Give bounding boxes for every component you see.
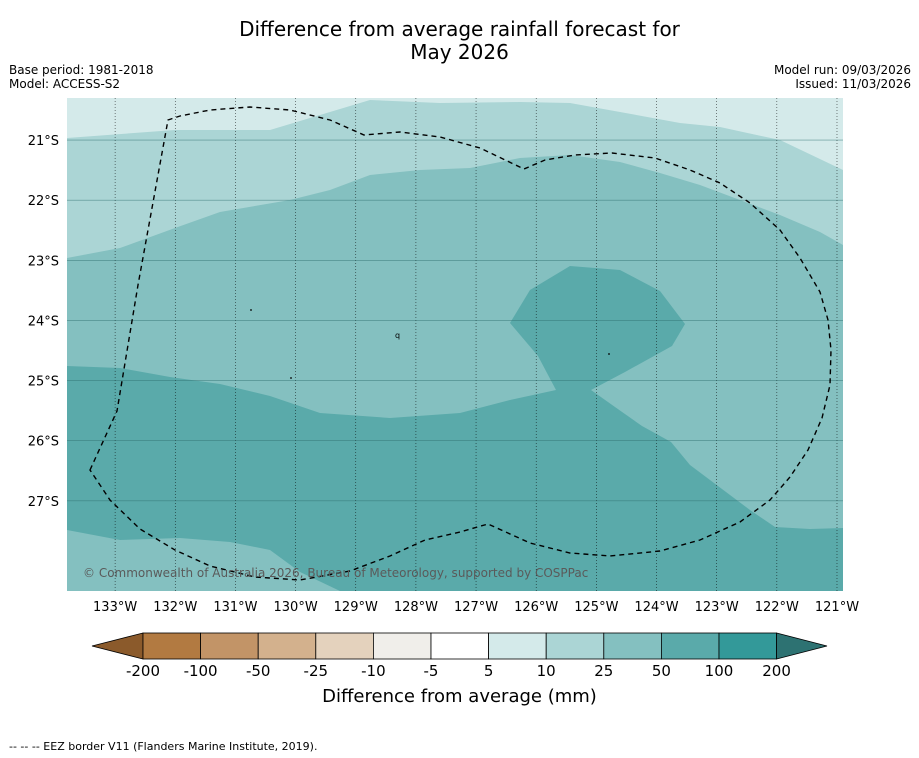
longitude-label: 128°W <box>394 600 438 615</box>
latitude-label: 21°S <box>28 134 59 149</box>
map-island-mark: q <box>395 331 400 340</box>
longitude-label: 123°W <box>695 600 739 615</box>
colorbar-tick-label: -25 <box>304 662 329 680</box>
colorbar-tick-label: 25 <box>594 662 613 680</box>
colorbar-title: Difference from average (mm) <box>322 686 597 707</box>
colorbar-swatch <box>661 632 720 660</box>
meta-left: Base period: 1981-2018 Model: ACCESS-S2 <box>9 63 154 91</box>
colorbar-tick-label: -50 <box>246 662 271 680</box>
model-run-text: Model run: 09/03/2026 <box>773 63 911 77</box>
colorbar-swatch <box>372 632 432 660</box>
colorbar-tick-label: -10 <box>361 662 386 680</box>
base-period-text: Base period: 1981-2018 <box>9 63 154 77</box>
colorbar-tick-label: 10 <box>537 662 556 680</box>
longitude-label: 131°W <box>213 600 257 615</box>
eez-border <box>89 106 832 581</box>
map-title-line1: Difference from average rainfall forecas… <box>239 17 680 41</box>
latitude-label: 24°S <box>28 314 59 329</box>
longitude-label: 122°W <box>755 600 799 615</box>
colorbar-extend-high <box>776 632 828 660</box>
colorbar-swatch <box>488 632 547 660</box>
colorbar-extend-low <box>91 632 144 660</box>
map-title: Difference from average rainfall forecas… <box>0 18 919 64</box>
colorbar-swatch <box>430 632 489 660</box>
colorbar-swatch <box>142 632 201 660</box>
copyright-text: © Commonwealth of Australia 2026, Bureau… <box>83 566 588 580</box>
colorbar <box>91 632 828 660</box>
colorbar-tick-label: 200 <box>762 662 791 680</box>
colorbar-swatch <box>315 632 374 660</box>
longitude-labels: 133°W 132°W 131°W 130°W 129°W 128°W 127°W 126°W… <box>93 600 859 615</box>
model-text: Model: ACCESS-S2 <box>9 77 121 91</box>
longitude-label: 132°W <box>153 600 197 615</box>
meta-right: Model run: 09/03/2026 Issued: 11/03/2026 <box>774 63 911 91</box>
map-dot <box>290 377 292 379</box>
colorbar-tick-label: -200 <box>126 662 160 680</box>
longitude-label: 121°W <box>815 600 859 615</box>
colorbar-tick-label: 100 <box>705 662 734 680</box>
latitude-label: 22°S <box>28 194 59 209</box>
map-contours: q <box>67 98 843 591</box>
longitude-label: 125°W <box>574 600 618 615</box>
latitude-labels: 21°S 22°S 23°S 24°S 25°S 26°S 27°S <box>28 134 59 510</box>
colorbar-labels: -200 -100 -50 -25 -10 -5 5 10 25 50 100 200 <box>126 662 791 680</box>
map-gridlines <box>67 98 843 591</box>
map-dot <box>608 353 610 355</box>
colorbar-tick-label: 5 <box>484 662 494 680</box>
colorbar-swatch <box>718 632 777 660</box>
issued-text: Issued: 11/03/2026 <box>795 77 911 91</box>
colorbar-tick-label: 50 <box>652 662 671 680</box>
latitude-label: 25°S <box>28 375 59 390</box>
latitude-label: 23°S <box>28 254 59 269</box>
longitude-label: 126°W <box>514 600 558 615</box>
eez-footnote: -- -- -- EEZ border V11 (Flanders Marine… <box>9 740 318 753</box>
longitude-label: 124°W <box>634 600 678 615</box>
longitude-label: 129°W <box>334 600 378 615</box>
longitude-label: 133°W <box>93 600 137 615</box>
latitude-label: 26°S <box>28 435 59 450</box>
colorbar-swatch <box>545 632 605 660</box>
colorbar-swatch <box>200 632 259 660</box>
longitude-label: 127°W <box>454 600 498 615</box>
colorbar-swatch <box>257 632 317 660</box>
colorbar-tick-label: -5 <box>424 662 439 680</box>
rainfall-map: q © Commonwealth of Australia 2026, Bure… <box>28 98 859 680</box>
contour-50-100 <box>67 266 843 591</box>
map-title-line2: May 2026 <box>410 40 509 64</box>
colorbar-swatch <box>603 632 662 660</box>
colorbar-tick-label: -100 <box>184 662 218 680</box>
longitude-label: 130°W <box>274 600 318 615</box>
latitude-label: 27°S <box>28 495 59 510</box>
map-dot <box>250 309 252 311</box>
